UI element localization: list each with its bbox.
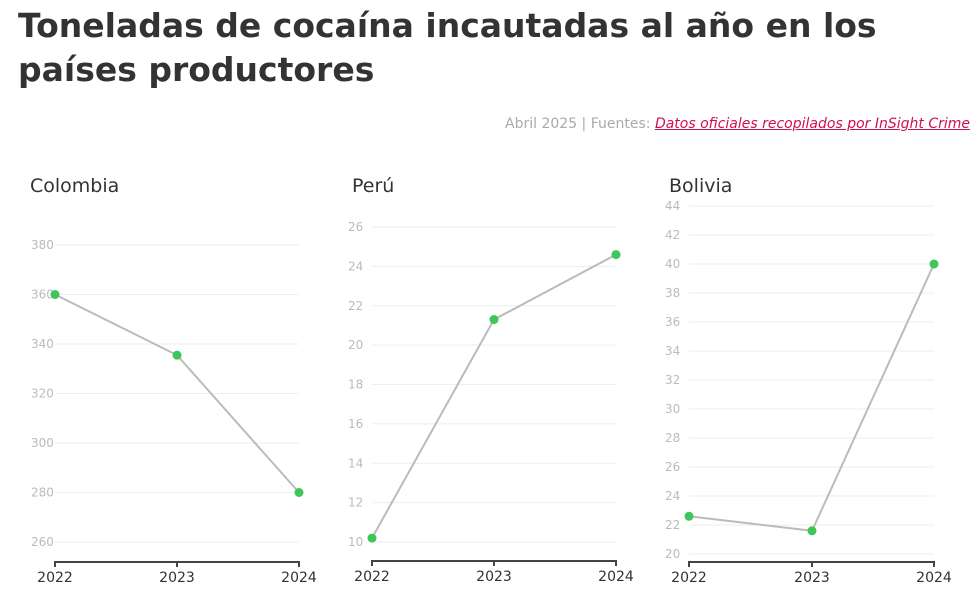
source-line: Abril 2025 | Fuentes: Datos oficiales re… [505,116,970,132]
panel-title-colombia: Colombia [30,175,120,197]
series-line [688,263,935,532]
y-tick-label: 24 [665,489,680,503]
y-tick-label: 24 [348,259,363,273]
y-tick-label: 36 [665,315,680,329]
data-point-2024 [294,488,304,497]
y-tick-label: 380 [31,238,54,252]
x-tick-label: 2023 [794,570,830,586]
x-tick-label: 2022 [671,570,707,586]
x-tick-label: 2023 [159,570,195,586]
y-tick-label: 30 [665,402,680,416]
data-point-2022 [367,533,377,543]
data-point-2024 [611,250,621,260]
y-tick-label: 28 [665,431,680,445]
chart-title: Toneladas de cocaína incautadas al año e… [18,6,877,89]
y-tick-label: 42 [665,228,680,242]
y-tick-label: 20 [665,547,680,561]
x-tick-label: 2024 [598,569,634,585]
series-line [371,253,617,539]
data-point-2022 [684,511,694,521]
x-tick-label: 2024 [916,570,952,586]
data-point-2024 [929,259,939,269]
y-tick-label: 18 [348,378,363,392]
data-point-2023 [172,350,182,360]
y-tick-label: 360 [31,288,54,302]
x-tick-label: 2022 [354,569,390,585]
y-tick-label: 10 [348,535,363,549]
panel-0: 260 280 300 320 340 360 380 2022 2023 2024 [31,238,317,586]
x-tick-label: 2023 [476,569,512,585]
y-tick-label: 16 [348,417,363,431]
y-tick-label: 34 [665,344,680,358]
y-tick-label: 320 [31,387,54,401]
source-link[interactable]: Datos oficiales recopilados por InSight … [654,116,970,132]
data-point-2023 [489,315,499,325]
x-tick-label: 2024 [281,570,317,586]
data-point-2023 [807,526,817,536]
y-tick-label: 300 [31,436,54,450]
y-tick-label: 44 [665,199,680,213]
data-point-2022 [50,290,60,299]
y-tick-label: 280 [31,486,54,500]
y-tick-label: 22 [348,299,363,313]
y-tick-label: 260 [31,535,54,549]
x-tick-label: 2022 [37,570,73,586]
y-tick-label: 38 [665,286,680,300]
y-tick-label: 26 [348,220,363,234]
panel-title-bolivia: Bolivia [669,175,733,197]
y-tick-label: 40 [665,257,680,271]
y-tick-label: 340 [31,337,54,351]
source-prefix: Abril 2025 | Fuentes: [505,116,655,132]
panel-title-peru: Perú [352,175,395,197]
y-tick-label: 12 [348,496,363,510]
y-tick-label: 22 [665,518,680,532]
y-tick-label: 26 [665,460,680,474]
y-tick-label: 32 [665,373,680,387]
y-tick-label: 14 [348,456,363,470]
y-tick-label: 20 [348,338,363,352]
